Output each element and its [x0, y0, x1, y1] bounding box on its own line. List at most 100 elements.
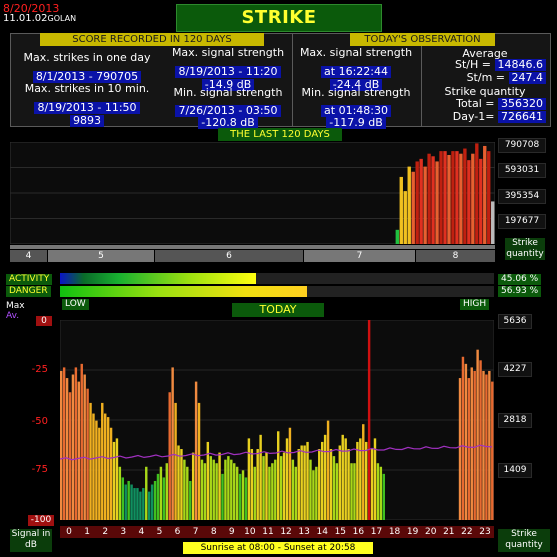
- hour-bar: [309, 459, 312, 520]
- max-day-label: Max. strikes in one day: [23, 51, 151, 64]
- today-chart: [60, 320, 494, 520]
- hour-bar: [265, 452, 268, 520]
- hour-bar: [479, 360, 482, 520]
- db-axis: 0 -25 -50 -75 -100: [14, 316, 54, 532]
- max-sig-value: -14.9 dB: [201, 79, 255, 91]
- hour-bar: [300, 445, 303, 520]
- hour-bar: [373, 438, 377, 520]
- hour-bar: [206, 441, 210, 520]
- sth-row: St/H = 14846.6: [426, 59, 546, 71]
- today-min-value: -117.9 dB: [326, 117, 386, 129]
- location-label: GOLAN: [47, 14, 77, 23]
- hour-bar: [320, 441, 324, 520]
- qty-axis: 5636 4227 2818 1409: [498, 314, 554, 494]
- day-bar: [471, 153, 475, 244]
- hour-bar: [159, 466, 163, 520]
- hour-bar: [473, 370, 476, 520]
- day-bar: [487, 151, 491, 244]
- total-row: Total = 356320: [426, 98, 546, 110]
- hour-bar: [224, 459, 227, 520]
- danger-percent: 56.93 %: [498, 286, 542, 297]
- hour-bar: [344, 438, 347, 520]
- hour-bar: [488, 370, 491, 520]
- hour-bar: [136, 488, 139, 520]
- hour-bar: [115, 438, 119, 520]
- hour-bar: [250, 449, 254, 520]
- hour-bar: [106, 417, 110, 520]
- hour-bar: [382, 473, 385, 520]
- scale-tick: 395354: [498, 189, 546, 204]
- day-bar: [415, 161, 419, 244]
- hour-bar: [241, 470, 245, 520]
- hour-bar: [118, 466, 122, 520]
- hour-bar: [376, 463, 380, 520]
- day-bar: [399, 176, 403, 244]
- hour-bar: [103, 413, 107, 520]
- activity-label: ACTIVITY: [6, 274, 53, 285]
- month-label: 8: [416, 250, 495, 262]
- hour-label: 7: [192, 527, 199, 537]
- hour-label: 23: [479, 527, 491, 537]
- hour-bar: [130, 484, 133, 520]
- day-bar: [463, 148, 467, 244]
- day-bar: [407, 166, 411, 244]
- qty-tick: 4227: [498, 362, 532, 377]
- low-label: LOW: [62, 299, 89, 310]
- hour-label: 2: [102, 527, 109, 537]
- day-bar: [451, 151, 455, 244]
- hour-bar: [233, 463, 236, 520]
- db-tick: -50: [31, 416, 48, 427]
- danger-bar: [60, 286, 308, 297]
- qty-tick: 1409: [498, 463, 532, 478]
- last120-scale: 790708 593031 395354 197677: [498, 138, 554, 244]
- hour-bar: [191, 452, 195, 520]
- hour-label: 12: [280, 527, 292, 537]
- hour-bar: [227, 456, 230, 520]
- hour-label: 16: [352, 527, 365, 537]
- hour-bar: [282, 452, 286, 520]
- page-title: STRIKE HISTOGRAM: [176, 4, 382, 54]
- hour-bar: [464, 363, 468, 520]
- month-label: 6: [155, 250, 303, 262]
- hour-bar: [65, 378, 69, 520]
- total-value: 356320: [498, 98, 546, 110]
- stm-row: St/m = 247.4: [426, 72, 546, 84]
- hour-label: 1: [84, 527, 90, 537]
- max-10min-date: 8/19/2013 - 11:50: [34, 102, 140, 114]
- day-ticks: [10, 245, 495, 249]
- date-label: 8/20/2013: [3, 2, 60, 15]
- hour-bar: [461, 356, 465, 520]
- day-bar: [459, 153, 463, 244]
- hour-bar: [221, 473, 224, 520]
- hour-bar: [189, 480, 192, 520]
- day1-value: 726641: [498, 111, 546, 123]
- hour-label: 18: [388, 527, 401, 537]
- day-bar: [447, 154, 451, 244]
- danger-track: [60, 286, 494, 297]
- month-axis: 4 5 6 7 8: [10, 250, 495, 262]
- hour-bar: [203, 463, 207, 520]
- strike-qty-label-bottom: Strike quantity: [498, 529, 550, 552]
- hour-bar: [142, 488, 145, 520]
- avg-label: Average: [462, 47, 508, 60]
- hour-bar: [370, 449, 374, 520]
- hour-bar: [95, 420, 98, 520]
- hour-bar: [209, 456, 212, 520]
- hour-bar: [74, 367, 78, 520]
- min-sig-label: Min. signal strength: [173, 86, 283, 99]
- hour-bar: [71, 374, 75, 520]
- hour-bar: [153, 480, 157, 520]
- hour-bar: [171, 367, 174, 520]
- hour-bar: [329, 449, 333, 520]
- hour-bar: [68, 392, 72, 520]
- hour-bar: [112, 441, 116, 520]
- db-tick: -25: [31, 364, 48, 375]
- hour-bar: [359, 438, 362, 520]
- db-tick: -100: [28, 515, 54, 526]
- day-bar: [443, 151, 447, 244]
- today-min-time: at 01:48:30: [321, 105, 391, 117]
- hour-bar: [238, 473, 242, 520]
- hour-bar: [212, 459, 215, 520]
- hour-bar: [379, 466, 383, 520]
- day-bar: [427, 153, 431, 244]
